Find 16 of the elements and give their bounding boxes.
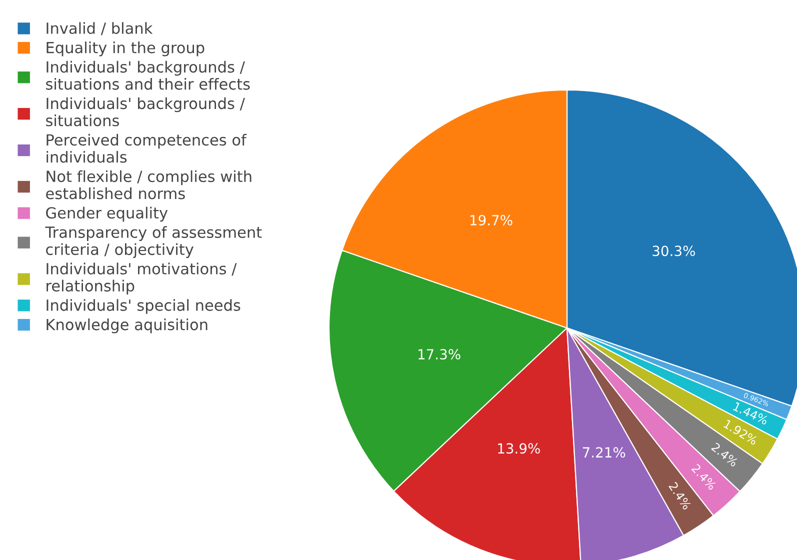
legend-label: Equality in the group	[46, 42, 204, 56]
legend-label: Not flexible / complies with established norms	[46, 170, 252, 200]
data-label: 17.3%	[418, 349, 460, 360]
legend-label: Perceived competences of individuals	[46, 134, 247, 163]
data-label: 19.7%	[470, 214, 512, 226]
legend-label: Transparency of assessment criteria / objectivity	[45, 226, 262, 258]
legend-label: Individuals' backgrounds / situations	[46, 97, 245, 126]
legend-label: Individuals' motivations / relationship	[46, 262, 237, 295]
legend-label: Individuals' special needs	[46, 299, 240, 314]
legend-label: Knowledge aquisition	[46, 318, 208, 334]
data-label: 7.21%	[582, 447, 626, 458]
legend-label: Invalid / blank	[46, 22, 153, 36]
data-label: 13.9%	[498, 443, 540, 454]
legend-label: Individuals' backgrounds / situations and their effects	[46, 60, 250, 90]
legend-label: Gender equality	[46, 206, 168, 222]
data-label: 30.3%	[652, 246, 695, 256]
